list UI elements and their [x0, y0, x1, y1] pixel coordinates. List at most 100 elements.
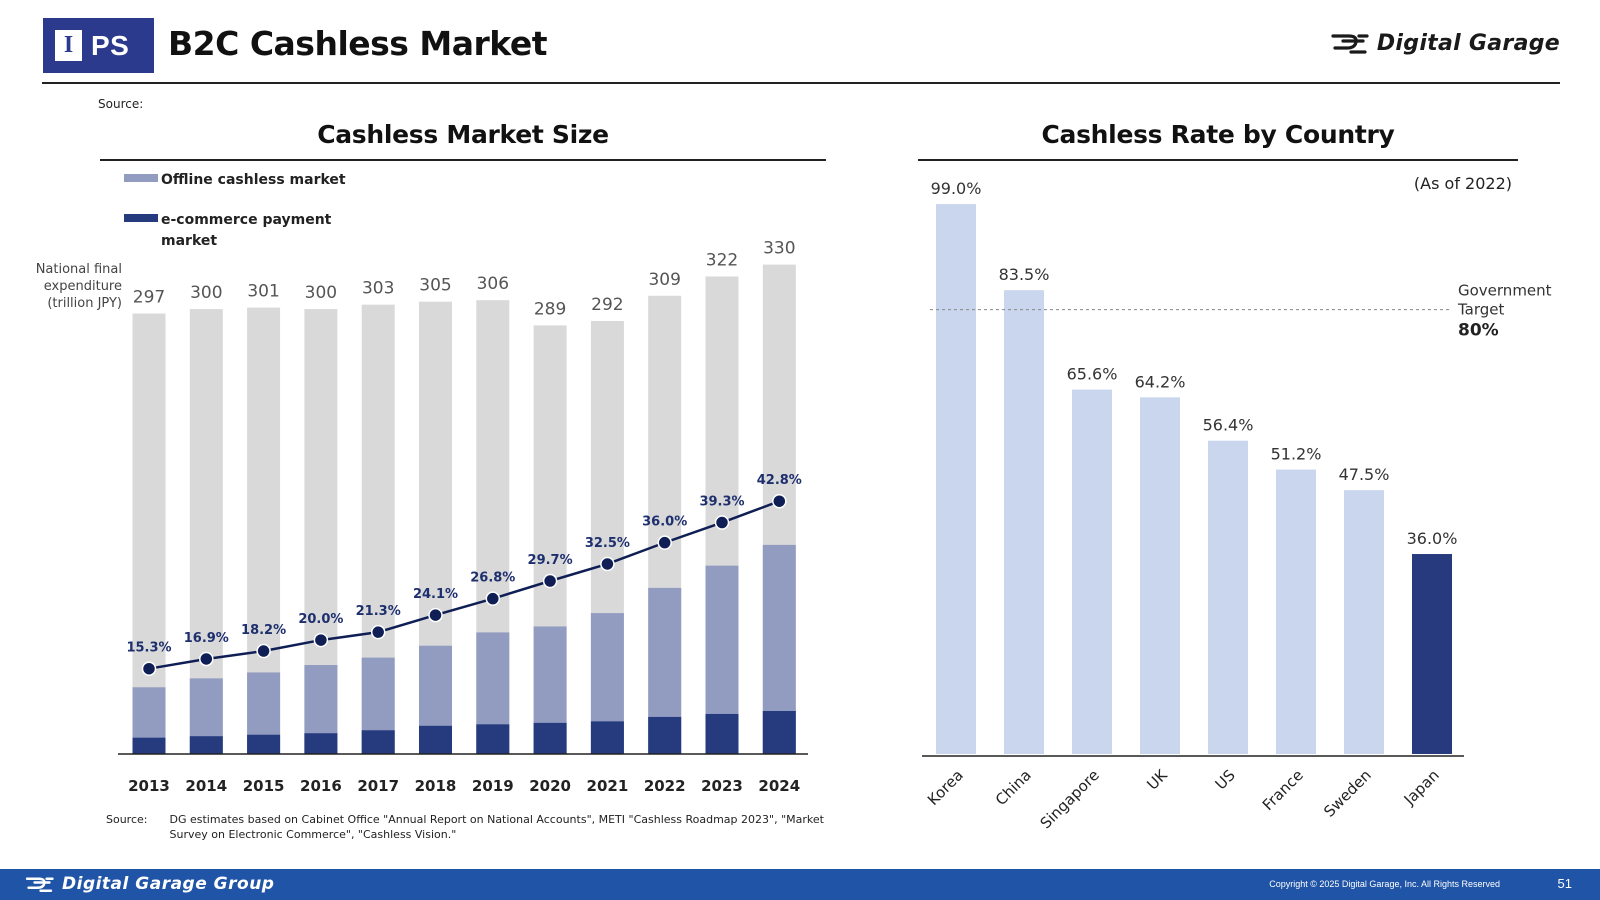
right-chart-title-rule [918, 159, 1518, 161]
country-bar-Singapore [1072, 389, 1112, 754]
x-tick-2022: 2022 [644, 777, 686, 795]
rate-point-2021 [600, 556, 615, 572]
rate-line-group: 15.3% 16.9% 18.2% 20.0% 21.3% 24.1% 26.8% 29.7%… [126, 473, 802, 676]
rate-label-2018: 24.1% [413, 587, 458, 602]
cashless-rate-by-country-chart: (As of 2022) 99.0% 83.5% 65.6% 64.2% 56.4% 51… [922, 174, 1552, 832]
country-tick-Japan: Japan [1400, 766, 1443, 809]
footer-brand: Digital Garage Group [24, 874, 274, 894]
country-value-France: 51.2% [1271, 445, 1322, 464]
legend-label-offline: Offline cashless market [161, 172, 346, 188]
country-bar-Sweden [1344, 490, 1384, 754]
country-bar-UK [1140, 397, 1180, 754]
legend-swatch-offline [124, 174, 158, 182]
left-chart-title: Cashless Market Size [317, 120, 609, 149]
x-tick-2013: 2013 [128, 777, 170, 795]
country-value-Singapore: 65.6% [1067, 365, 1118, 384]
y-axis-label: National final expenditure (trillion JPY) [36, 262, 122, 311]
government-target-label-line2: Target [1457, 301, 1505, 319]
rate-label-2014: 16.9% [184, 631, 229, 646]
y-axis-label-line: expenditure [44, 279, 122, 294]
bar-ecommerce-2022 [648, 716, 682, 754]
rate-label-2020: 29.7% [528, 553, 573, 568]
total-label-2018: 305 [419, 276, 451, 296]
country-bar-China [1004, 290, 1044, 754]
legend-label-ecommerce-line: e-commerce payment [161, 212, 332, 228]
country-bar-Japan [1412, 554, 1452, 754]
source-footnote: Source: DG estimates based on Cabinet Of… [106, 812, 826, 842]
bar-ecommerce-2018 [419, 725, 452, 754]
bar-ecommerce-2015 [247, 734, 281, 754]
rate-label-2017: 21.3% [356, 604, 401, 619]
bar-ecommerce-2019 [476, 724, 510, 754]
rate-label-2021: 32.5% [585, 536, 630, 551]
rate-point-2023 [714, 515, 730, 530]
right-chart-title: Cashless Rate by Country [1041, 120, 1395, 149]
country-tick-Sweden: Sweden [1320, 766, 1375, 821]
rate-point-2016 [313, 632, 329, 648]
bar-ecommerce-2021 [590, 721, 624, 754]
footer-bar: Digital Garage Group Copyright © 2025 Di… [0, 869, 1600, 900]
x-tick-2023: 2023 [701, 777, 743, 795]
country-bar-France [1276, 469, 1316, 754]
rate-point-2020 [542, 573, 558, 589]
country-bar-US [1208, 440, 1248, 754]
rate-line [148, 500, 780, 670]
total-label-2021: 292 [591, 295, 623, 315]
country-tick-France: France [1259, 766, 1307, 814]
bar-total-2013 [132, 313, 166, 754]
dg-logo-icon [1331, 34, 1369, 54]
country-value-Sweden: 47.5% [1339, 465, 1390, 484]
bar-ecommerce-2024 [762, 710, 796, 754]
copyright-text: Copyright © 2025 Digital Garage, Inc. Al… [1269, 879, 1500, 889]
x-tick-2018: 2018 [415, 777, 457, 795]
brand-logo: Digital Garage [1329, 30, 1560, 56]
rate-label-2024: 42.8% [757, 473, 802, 488]
source-footnote-label: Source: [106, 813, 148, 826]
page-title: B2C Cashless Market [168, 24, 548, 63]
footer-dg-logo-icon [25, 877, 54, 892]
country-value-China: 83.5% [999, 265, 1050, 284]
header-divider [42, 82, 1560, 84]
rate-label-2023: 39.3% [699, 495, 744, 510]
legend-label-ecommerce-line: market [161, 233, 217, 249]
x-tick-2021: 2021 [587, 777, 629, 795]
x-tick-2020: 2020 [529, 777, 571, 795]
total-label-2014: 300 [190, 283, 222, 303]
rate-point-2018 [428, 607, 443, 623]
chart-legend: Offline cashless market e-commerce payme… [124, 172, 346, 249]
rate-point-2017 [370, 624, 386, 640]
government-target-value: 80% [1458, 321, 1499, 341]
left-chart-title-rule [100, 159, 826, 161]
country-bar-group: 99.0% 83.5% 65.6% 64.2% 56.4% 51.2% 47.5% 36.0% [931, 179, 1457, 754]
country-tick-Singapore: Singapore [1037, 766, 1103, 832]
legend-swatch-ecommerce [124, 214, 158, 222]
badge-i-letter: I [55, 30, 82, 61]
badge-ps-letters: PS [91, 29, 130, 61]
bar-ecommerce-2020 [533, 722, 567, 754]
x-tick-2014: 2014 [185, 777, 227, 795]
total-label-2020: 289 [534, 299, 566, 319]
cashless-market-size-chart: Offline cashless market e-commerce payme… [36, 172, 808, 795]
country-tick-labels: Korea China Singapore UK US France Sweden Japan [924, 765, 1443, 832]
total-label-2022: 309 [648, 270, 680, 290]
total-label-2015: 301 [247, 282, 279, 302]
brand-name: Digital Garage [1376, 30, 1560, 56]
footer-brand-name: Digital Garage Group [62, 874, 275, 894]
rate-point-2014 [199, 651, 214, 667]
x-tick-2015: 2015 [243, 777, 285, 795]
country-tick-China: China [992, 766, 1035, 809]
bar-ecommerce-2014 [189, 736, 223, 754]
bar-ecommerce-2016 [304, 733, 338, 754]
country-value-Korea: 99.0% [931, 179, 982, 198]
total-label-2017: 303 [362, 279, 394, 299]
total-label-2023: 322 [706, 250, 738, 270]
page-number: 51 [1557, 876, 1572, 891]
x-tick-2024: 2024 [758, 777, 800, 795]
total-label-2024: 330 [763, 239, 795, 259]
rate-label-2015: 18.2% [241, 623, 286, 638]
bar-ecommerce-2013 [132, 737, 166, 754]
country-tick-US: US [1212, 766, 1239, 793]
government-target-label-line1: Government [1458, 282, 1552, 300]
country-value-US: 56.4% [1203, 416, 1254, 435]
rate-label-2019: 26.8% [470, 571, 515, 586]
